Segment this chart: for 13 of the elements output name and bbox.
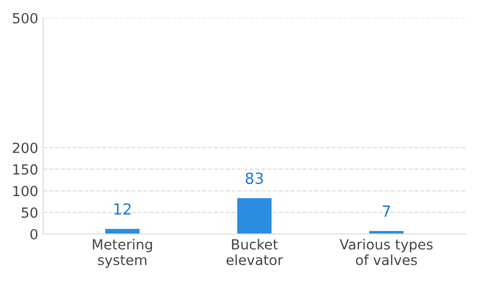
bar bbox=[237, 198, 272, 234]
data-label: 7 bbox=[382, 206, 390, 217]
y-tick-label: 50 bbox=[22, 207, 38, 218]
y-tick-label: 500 bbox=[12, 12, 38, 24]
data-label: 12 bbox=[114, 203, 131, 215]
data-label: 83 bbox=[246, 172, 263, 184]
y-tick-label: 100 bbox=[13, 186, 38, 196]
x-tick-label: Various types of valves bbox=[340, 238, 433, 266]
y-tick-label: 200 bbox=[12, 142, 38, 154]
x-tick-label: Metering system bbox=[92, 238, 152, 268]
y-tick-label: 150 bbox=[13, 164, 38, 175]
x-tick-label: Bucket elevator bbox=[226, 238, 284, 266]
y-tick-label: 0 bbox=[30, 228, 38, 240]
